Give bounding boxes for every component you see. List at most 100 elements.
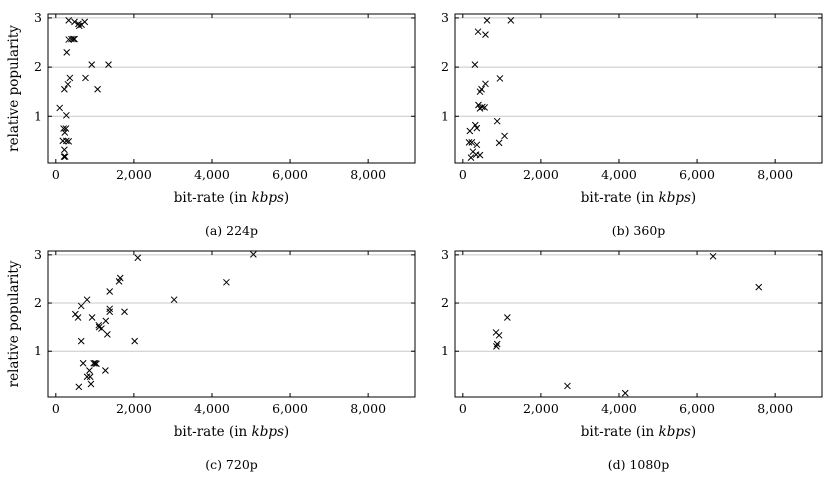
data-point-stroke [473, 124, 481, 132]
data-point-stroke [709, 252, 717, 260]
data-point [65, 138, 73, 145]
data-point-stroke [474, 28, 482, 36]
data-point [564, 382, 571, 390]
data-point-stroke [68, 35, 75, 43]
data-point-stroke [482, 80, 489, 88]
x-tick-label: 8,000 [757, 167, 793, 182]
data-point [223, 278, 230, 286]
data-point [77, 337, 85, 345]
data-point-stroke [71, 310, 79, 318]
plot-frame [47, 13, 416, 164]
y-tick-label: 3 [34, 10, 42, 25]
data-point-stroke [466, 127, 474, 135]
data-point [102, 367, 109, 374]
data-point-stroke [95, 323, 103, 331]
x-tick-label: 2,000 [523, 401, 559, 416]
data-point [79, 359, 87, 367]
data-point-stroke [75, 20, 82, 28]
data-point-stroke [86, 373, 94, 381]
data-point [507, 17, 515, 24]
data-point-stroke [496, 75, 504, 82]
data-point-stroke [71, 35, 78, 43]
y-tick-label: 1 [441, 343, 449, 358]
data-point [471, 61, 479, 69]
data-point [62, 125, 70, 132]
chart-panel-4: 1 2 3 0 2,000 4,000 6,000 8,000 bit-rate (in kbp… [441, 247, 823, 472]
data-point [106, 288, 114, 295]
data-point-stroke [61, 153, 69, 160]
data-point [501, 132, 508, 140]
data-point [105, 61, 112, 69]
data-point-stroke [503, 314, 511, 321]
data-point-stroke [115, 278, 123, 285]
data-point [82, 74, 89, 82]
data-point-stroke [481, 104, 489, 111]
y-axis-label: relative popularity [6, 260, 22, 387]
y-tick-label: 3 [34, 247, 42, 262]
data-point-stroke [62, 111, 70, 119]
x-axis-label-prefix: bit-rate (in [174, 190, 252, 206]
x-axis-label: bit-rate (in kbps) [581, 190, 696, 206]
plot-frame [454, 13, 823, 164]
panel-caption: (d) 1080p [608, 457, 670, 472]
data-point [493, 343, 500, 350]
chart-panel-2: 1 2 3 0 2,000 4,000 6,000 8,000 bit-rate (in kbp… [441, 10, 823, 238]
data-point-stroke [493, 340, 501, 348]
data-point [482, 31, 489, 39]
x-axis-label: bit-rate (in kbps) [581, 424, 696, 440]
data-point-stroke [102, 317, 110, 325]
data-point [60, 153, 68, 160]
data-point-stroke [65, 138, 73, 145]
x-axis-label-suffix: ) [691, 190, 696, 206]
data-point [61, 146, 68, 154]
data-point-stroke [755, 283, 763, 291]
data-point [755, 283, 763, 291]
data-point-stroke [471, 61, 479, 69]
data-point [88, 61, 96, 69]
data-point-stroke [102, 367, 109, 374]
data-point [475, 101, 482, 109]
data-point-stroke [93, 360, 100, 368]
data-point [61, 129, 69, 136]
x-axis-label-unit: kbps [659, 424, 691, 440]
data-point [468, 138, 476, 146]
y-tick-label: 2 [34, 295, 42, 310]
data-point [87, 380, 95, 388]
data-point [71, 35, 78, 43]
data-point [496, 75, 504, 82]
data-point-stroke [64, 80, 72, 88]
data-point [493, 340, 501, 348]
y-tick-label: 3 [441, 247, 449, 262]
data-point-stroke [467, 154, 475, 161]
data-point-stroke [105, 61, 112, 69]
data-point-stroke [98, 325, 105, 332]
panel-caption: (c) 720p [205, 457, 258, 472]
data-point-stroke [83, 373, 91, 381]
data-point-stroke [88, 61, 96, 69]
data-point-stroke [465, 138, 473, 146]
data-point [495, 331, 503, 339]
data-point [621, 389, 629, 397]
chart-panel-3: 1 2 3 0 2,000 4,000 6,000 8,000 bit-rate (in kbp… [6, 247, 416, 472]
data-point-stroke [507, 17, 515, 24]
data-point [70, 35, 77, 43]
data-point-stroke [63, 49, 71, 56]
data-point [476, 88, 484, 96]
x-axis-label-prefix: bit-rate (in [174, 424, 252, 440]
y-axis-label: relative popularity [6, 25, 22, 152]
panel-caption: (b) 360p [612, 223, 666, 238]
data-point [62, 111, 70, 119]
data-point-stroke [56, 104, 64, 112]
data-point-stroke [61, 129, 69, 136]
data-point [63, 49, 71, 56]
x-axis-label: bit-rate (in kbps) [174, 424, 289, 440]
data-point-stroke [471, 121, 479, 129]
data-point-stroke [86, 367, 93, 374]
data-point-stroke [476, 88, 484, 96]
data-point [131, 337, 139, 345]
data-point [103, 331, 111, 338]
x-tick-label: 2,000 [116, 401, 152, 416]
data-point [465, 138, 473, 146]
data-point-stroke [476, 151, 484, 159]
